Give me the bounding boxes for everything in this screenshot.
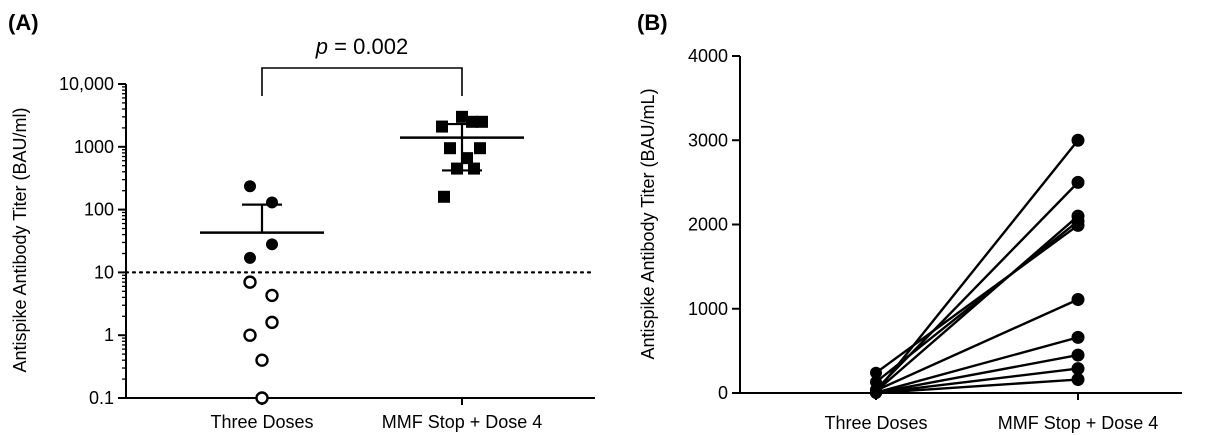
- y-tick-label: 100: [84, 200, 114, 220]
- p-value-annotation: p = 0.002: [315, 34, 408, 59]
- p-value-text: = 0.002: [328, 34, 408, 59]
- panel-b-marks: [870, 133, 1085, 399]
- paired-line: [875, 224, 1079, 374]
- p-value-italic: p: [315, 34, 328, 59]
- data-point-after: [1071, 292, 1085, 306]
- panel-a-axes: 0.1 1 10 100 1000 10,000 Three Doses MMF Stop +…: [59, 74, 595, 432]
- data-point-after: [1071, 330, 1085, 344]
- data-point-square: [476, 115, 488, 128]
- data-point-after: [1071, 175, 1085, 189]
- panel-a-y-axis-title: Antispike Antibody Titer (BAU/ml): [10, 107, 30, 372]
- data-point-filled: [266, 238, 278, 251]
- y-tick-label: 1000: [74, 137, 114, 157]
- panel-a: (A) 0.1 1 10 100 1000 10,000 Three Doses MMF St…: [8, 10, 597, 432]
- data-point-open: [255, 353, 269, 367]
- y-tick-label: 10: [94, 262, 114, 282]
- y-tick-label: 1: [104, 325, 114, 345]
- paired-line: [875, 353, 1079, 395]
- panel-a-label: (A): [8, 10, 39, 35]
- panel-a-marks: [124, 67, 597, 405]
- data-point-open: [243, 275, 257, 289]
- y-tick-label: 0.1: [89, 388, 114, 408]
- data-point-square: [468, 162, 480, 175]
- data-point-after: [1071, 218, 1085, 232]
- y-tick-label: 1000: [688, 299, 728, 319]
- x-tick-label: MMF Stop + Dose 4: [998, 413, 1159, 433]
- data-point-square: [461, 152, 473, 165]
- data-point-open: [265, 315, 279, 330]
- data-point-square: [451, 162, 463, 175]
- significance-bracket: [261, 67, 463, 96]
- data-point-after: [1071, 133, 1085, 147]
- data-point-open: [243, 328, 257, 342]
- panel-b: (B) 0 1000 2000 3000 4000 Three Doses MMF Stop…: [637, 10, 1182, 433]
- data-point-open: [265, 288, 279, 303]
- data-point-before: [870, 366, 882, 379]
- y-tick-label: 10,000: [59, 74, 114, 94]
- data-point-filled: [266, 196, 278, 209]
- paired-line: [875, 215, 1079, 393]
- x-tick-label: Three Doses: [210, 412, 313, 432]
- data-point-after: [1071, 362, 1085, 376]
- data-point-square: [466, 115, 478, 128]
- y-tick-label: 2000: [688, 215, 728, 235]
- x-tick-label: Three Doses: [824, 413, 927, 433]
- paired-line: [875, 378, 1079, 395]
- data-point-before: [870, 376, 882, 389]
- panel-b-axes: 0 1000 2000 3000 4000 Three Doses MMF Stop + D…: [688, 46, 1182, 433]
- data-point-after: [1071, 348, 1085, 362]
- paired-line: [875, 298, 1079, 392]
- data-point-square: [474, 142, 486, 155]
- paired-line: [875, 336, 1079, 394]
- y-tick-label: 3000: [688, 130, 728, 150]
- paired-line: [875, 220, 1079, 383]
- y-tick-label: 4000: [688, 46, 728, 66]
- panel-b-y-axis-title: Antispike Antibody Titer (BAU/mL): [638, 88, 658, 359]
- data-point-filled: [244, 180, 256, 193]
- data-point-square: [438, 190, 450, 203]
- paired-line: [875, 367, 1079, 395]
- data-point-before: [870, 386, 882, 399]
- paired-line: [875, 139, 1079, 393]
- data-point-square: [444, 142, 456, 155]
- x-tick-label: MMF Stop + Dose 4: [382, 412, 543, 432]
- y-tick-label: 0: [718, 383, 728, 403]
- data-point-filled: [244, 251, 256, 264]
- data-point-square: [436, 120, 448, 133]
- data-point-open: [255, 391, 269, 405]
- panel-b-label: (B): [637, 10, 668, 35]
- data-point-square: [456, 110, 468, 123]
- data-point-after: [1071, 373, 1085, 387]
